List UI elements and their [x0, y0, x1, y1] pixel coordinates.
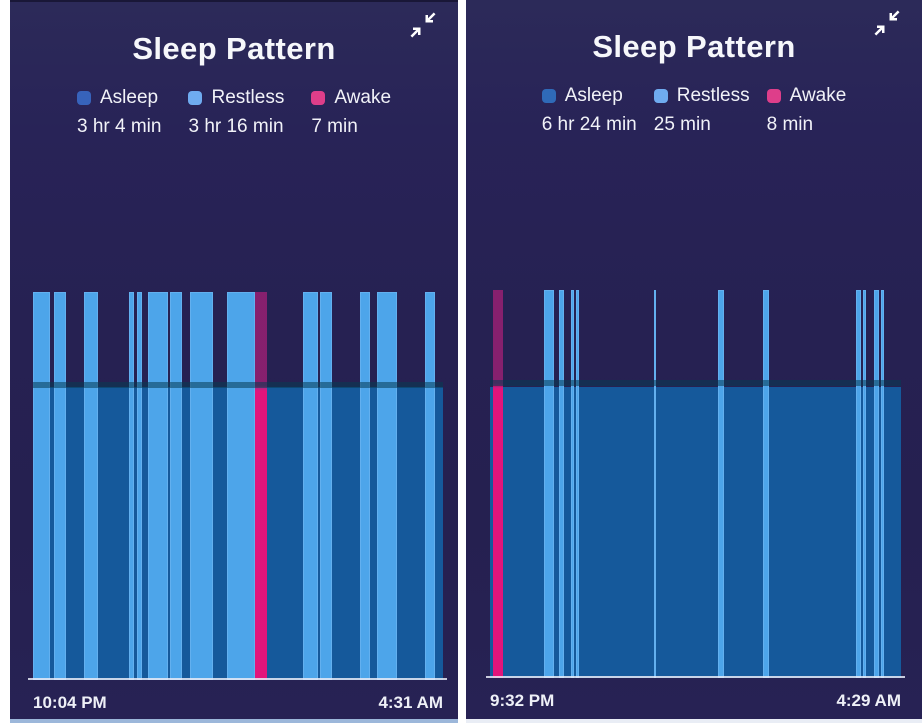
sleep-start-time: 10:04 PM — [33, 693, 107, 712]
restless-bar — [128, 292, 134, 680]
legend-duration: 25 min — [653, 114, 711, 135]
asleep-band — [490, 387, 901, 678]
restless-bar — [169, 292, 182, 680]
time-labels: 10:04 PM 4:31 AM — [33, 693, 443, 713]
legend-duration: 7 min — [311, 116, 358, 137]
bottom-edge-strip — [466, 719, 922, 723]
asleep-band-edge — [33, 382, 443, 389]
legend-label: Restless — [211, 87, 285, 108]
restless-bar — [147, 292, 168, 680]
restless-swatch-icon — [188, 91, 203, 105]
sleep-end-time: 4:29 AM — [836, 691, 901, 710]
restless-bar — [83, 292, 98, 680]
restless-bar — [559, 290, 564, 678]
restless-bar — [137, 292, 143, 680]
awake-swatch-icon — [311, 91, 326, 105]
legend: Asleep 6 hr 24 min Restless 25 min Awake… — [466, 85, 922, 136]
sleep-start-time: 9:32 PM — [490, 691, 555, 710]
restless-bar — [570, 290, 574, 678]
awake-swatch-icon — [766, 89, 781, 103]
legend-duration: 8 min — [766, 114, 814, 135]
time-labels: 9:32 PM 4:29 AM — [490, 691, 901, 711]
sleep-timeline-chart[interactable] — [33, 292, 443, 680]
sleep-pattern-card-left: Sleep Pattern Asleep 3 hr 4 min Restless… — [10, 0, 458, 723]
legend-duration: 6 hr 24 min — [541, 114, 637, 135]
restless-bar — [717, 290, 725, 678]
restless-bar — [33, 292, 50, 680]
bottom-edge-strip — [10, 719, 458, 723]
legend-label: Asleep — [564, 85, 623, 106]
legend-label: Asleep — [99, 87, 159, 108]
legend-item-awake: Awake 7 min — [311, 87, 391, 138]
collapse-icon — [410, 12, 436, 38]
collapse-button[interactable] — [406, 8, 440, 42]
legend-item-restless: Restless 3 hr 16 min — [188, 87, 284, 138]
chart-title: Sleep Pattern — [132, 31, 336, 66]
restless-bar — [873, 290, 879, 678]
asleep-swatch-icon — [541, 89, 556, 103]
legend-item-restless: Restless 25 min — [653, 85, 750, 136]
legend-label: Awake — [334, 87, 392, 108]
time-axis — [28, 678, 447, 680]
restless-bar — [543, 290, 555, 678]
awake-bar — [492, 290, 504, 678]
collapse-icon — [874, 10, 900, 36]
legend-item-asleep: Asleep 6 hr 24 min — [541, 85, 637, 136]
legend-label: Awake — [789, 85, 847, 106]
restless-bar — [424, 292, 435, 680]
restless-bar — [53, 292, 66, 680]
restless-bar — [360, 292, 370, 680]
restless-bar — [863, 290, 867, 678]
restless-bar — [226, 292, 255, 680]
collapse-button[interactable] — [870, 6, 904, 40]
asleep-band-edge — [490, 380, 901, 387]
restless-bar — [880, 290, 885, 678]
restless-bar — [575, 290, 580, 678]
asleep-swatch-icon — [76, 91, 91, 105]
awake-bar — [254, 292, 267, 680]
restless-bar — [856, 290, 862, 678]
restless-bar — [320, 292, 332, 680]
restless-swatch-icon — [653, 89, 668, 103]
legend: Asleep 3 hr 4 min Restless 3 hr 16 min A… — [10, 87, 458, 138]
restless-bar — [653, 290, 657, 678]
restless-bar — [190, 292, 213, 680]
legend-duration: 3 hr 4 min — [76, 116, 162, 137]
sleep-pattern-card-right: Sleep Pattern Asleep 6 hr 24 min Restles… — [466, 0, 922, 723]
restless-bar — [376, 292, 398, 680]
legend-duration: 3 hr 16 min — [188, 116, 284, 137]
legend-item-asleep: Asleep 3 hr 4 min — [76, 87, 162, 138]
restless-bar — [303, 292, 318, 680]
sleep-timeline-chart[interactable] — [490, 290, 901, 678]
chart-title: Sleep Pattern — [592, 29, 796, 64]
time-axis — [486, 676, 905, 678]
sleep-end-time: 4:31 AM — [378, 693, 443, 712]
legend-item-awake: Awake 8 min — [766, 85, 847, 136]
legend-label: Restless — [676, 85, 750, 106]
restless-bar — [762, 290, 770, 678]
